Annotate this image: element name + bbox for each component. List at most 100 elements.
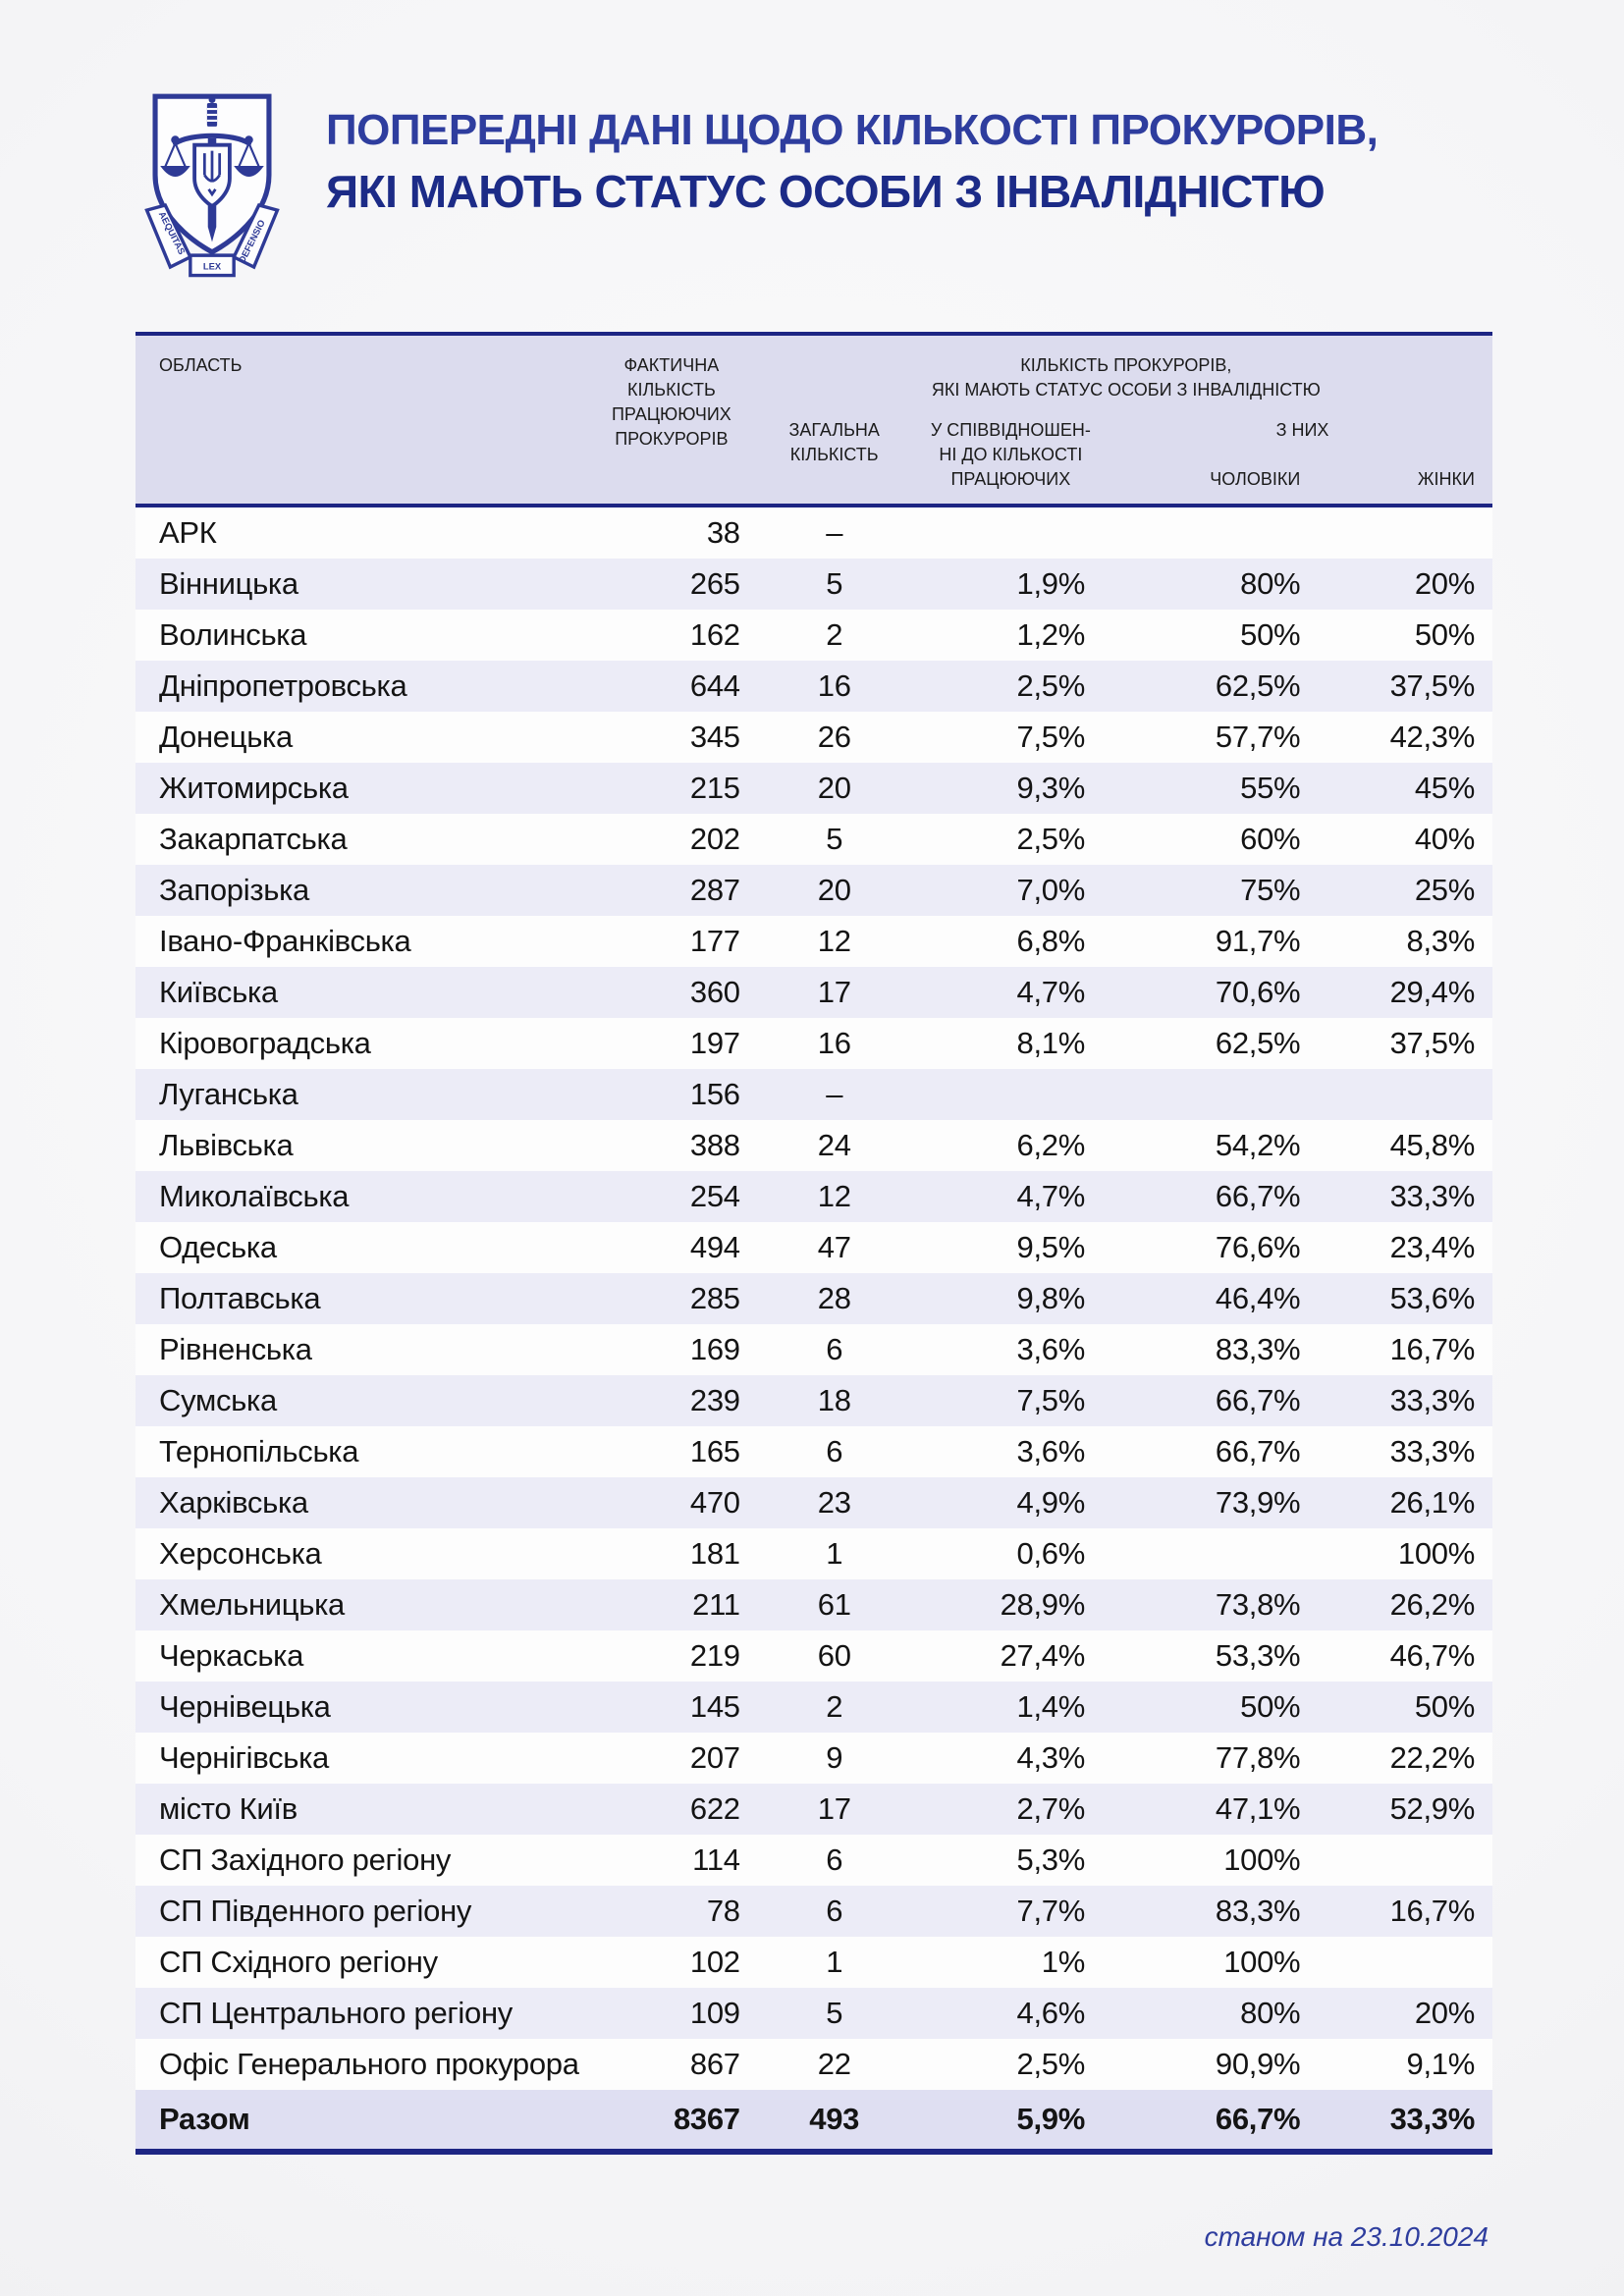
disability-count-cell: 5 [826,822,843,856]
col-header-men: ЧОЛОВІКИ [1210,469,1301,489]
col-header-ratio: У СПІВВІДНОШЕН- НІ ДО КІЛЬКОСТІ ПРАЦЮЮЧИ… [930,420,1091,489]
women-pct-cell: 40% [1414,822,1475,856]
table-row: СП Західного регіону 114 6 5,3% 100% [135,1835,1492,1886]
actual-count-cell: 285 [689,1281,740,1315]
disability-count-cell: – [826,515,843,550]
region-cell: СП Західного регіону [159,1842,452,1877]
disability-count-cell: 16 [817,1026,851,1060]
disability-count-cell: 22 [817,2047,851,2081]
men-pct-cell: 54,2% [1215,1128,1301,1162]
total-actual-count: 8367 [673,2102,740,2136]
table-row: Полтавська 285 28 9,8% 46,4% 53,6% [135,1273,1492,1324]
region-cell: Одеська [159,1230,277,1264]
women-pct-cell: 26,2% [1389,1587,1476,1622]
table-row: Чернігівська 207 9 4,3% 77,8% 22,2% [135,1733,1492,1784]
women-pct-cell: 33,3% [1389,1179,1476,1213]
ratio-cell: 4,7% [1016,1179,1086,1213]
disability-count-cell: 6 [826,1332,843,1366]
region-cell: Черкаська [159,1638,304,1673]
ratio-cell: 28,9% [1000,1587,1086,1622]
disability-count-cell: 47 [817,1230,851,1264]
region-cell: Дніпропетровська [159,668,407,703]
title-block: ПОПЕРЕДНІ ДАНІ ЩОДО КІЛЬКОСТІ ПРОКУРОРІВ… [326,86,1379,222]
ratio-cell: 1,2% [1016,617,1086,652]
prosecutor-general-emblem-icon: AEQUITAS DEFENSIO LEX [144,93,280,278]
table-row: Львівська 388 24 6,2% 54,2% 45,8% [135,1120,1492,1171]
table-row: Волинська 162 2 1,2% 50% 50% [135,610,1492,661]
women-pct-cell: 20% [1414,1996,1475,2030]
disability-count-cell: 16 [817,668,851,703]
men-pct-cell: 73,9% [1215,1485,1301,1520]
women-pct-cell: 26,1% [1389,1485,1476,1520]
men-pct-cell: 50% [1240,1689,1301,1724]
men-pct-cell: 83,3% [1215,1894,1301,1928]
region-cell: Чернігівська [159,1740,330,1775]
men-pct-cell: 80% [1240,566,1301,601]
men-pct-cell: 55% [1240,771,1301,805]
actual-count-cell: 867 [689,2047,740,2081]
actual-count-cell: 211 [692,1587,740,1622]
disability-count-cell: 1 [826,1536,843,1571]
table-row: Житомирська 215 20 9,3% 55% 45% [135,763,1492,814]
table-row: Закарпатська 202 5 2,5% 60% 40% [135,814,1492,865]
actual-count-cell: 388 [689,1128,740,1162]
table-row: Хмельницька 211 61 28,9% 73,8% 26,2% [135,1579,1492,1630]
disability-count-cell: 2 [826,1689,843,1724]
disability-count-cell: 6 [826,1434,843,1468]
actual-count-cell: 254 [689,1179,740,1213]
actual-count-cell: 165 [689,1434,740,1468]
disability-count-cell: 6 [826,1842,843,1877]
region-cell: СП Південного регіону [159,1894,472,1928]
actual-count-cell: 169 [689,1332,740,1366]
men-pct-cell: 53,3% [1215,1638,1301,1673]
col-header-women: ЖІНКИ [1417,469,1475,489]
col-header-total-count: ЗАГАЛЬНА КІЛЬКІСТЬ [788,420,880,464]
col-header-disability-group: КІЛЬКІСТЬ ПРОКУРОРІВ, ЯКІ МАЮТЬ СТАТУС О… [931,355,1321,400]
men-pct-cell: 80% [1240,1996,1301,2030]
ratio-cell: 8,1% [1016,1026,1086,1060]
disability-count-cell: 60 [817,1638,851,1673]
disability-count-cell: 2 [826,617,843,652]
disability-count-cell: 28 [817,1281,851,1315]
women-pct-cell: 37,5% [1389,1026,1476,1060]
table-row: Вінницька 265 5 1,9% 80% 20% [135,559,1492,610]
region-cell: Кіровоградська [159,1026,371,1060]
disability-count-cell: 17 [817,975,851,1009]
region-cell: Житомирська [159,771,349,805]
col-header-actual-count: ФАКТИЧНА КІЛЬКІСТЬ ПРАЦЮЮЧИХ ПРОКУРОРІВ [611,355,731,449]
actual-count-cell: 177 [689,924,740,958]
men-pct-cell: 91,7% [1215,924,1301,958]
total-women-pct: 33,3% [1389,2102,1476,2136]
table-row: Дніпропетровська 644 16 2,5% 62,5% 37,5% [135,661,1492,712]
men-pct-cell: 76,6% [1215,1230,1301,1264]
table-row: Запорізька 287 20 7,0% 75% 25% [135,865,1492,916]
actual-count-cell: 202 [689,822,740,856]
ratio-cell: 5,3% [1016,1842,1086,1877]
region-cell: Вінницька [159,566,298,601]
actual-count-cell: 156 [689,1077,740,1111]
region-cell: Запорізька [159,873,309,907]
disability-count-cell: 20 [817,873,851,907]
women-pct-cell: 25% [1414,873,1475,907]
region-cell: Львівська [159,1128,294,1162]
women-pct-cell: 20% [1414,566,1475,601]
women-pct-cell: 100% [1397,1536,1475,1571]
region-cell: Івано-Франківська [159,924,411,958]
women-pct-cell: 29,4% [1389,975,1476,1009]
table-row: Офіс Генерального прокурора 867 22 2,5% … [135,2039,1492,2090]
actual-count-cell: 345 [689,720,740,754]
men-pct-cell: 46,4% [1215,1281,1301,1315]
disability-count-cell: 9 [826,1740,843,1775]
table-row: Миколаївська 254 12 4,7% 66,7% 33,3% [135,1171,1492,1222]
table-header: ОБЛАСТЬ ФАКТИЧНА КІЛЬКІСТЬ ПРАЦЮЮЧИХ ПРО… [135,332,1492,507]
women-pct-cell: 50% [1414,1689,1475,1724]
men-pct-cell: 73,8% [1215,1587,1301,1622]
ratio-cell: 6,2% [1016,1128,1086,1162]
region-cell: АРК [159,515,217,550]
men-pct-cell: 60% [1240,822,1301,856]
table-row: СП Південного регіону 78 6 7,7% 83,3% 16… [135,1886,1492,1937]
ratio-cell: 1% [1041,1945,1086,1979]
disability-count-cell: 20 [817,771,851,805]
region-cell: місто Київ [159,1791,298,1826]
region-cell: Хмельницька [159,1587,345,1622]
